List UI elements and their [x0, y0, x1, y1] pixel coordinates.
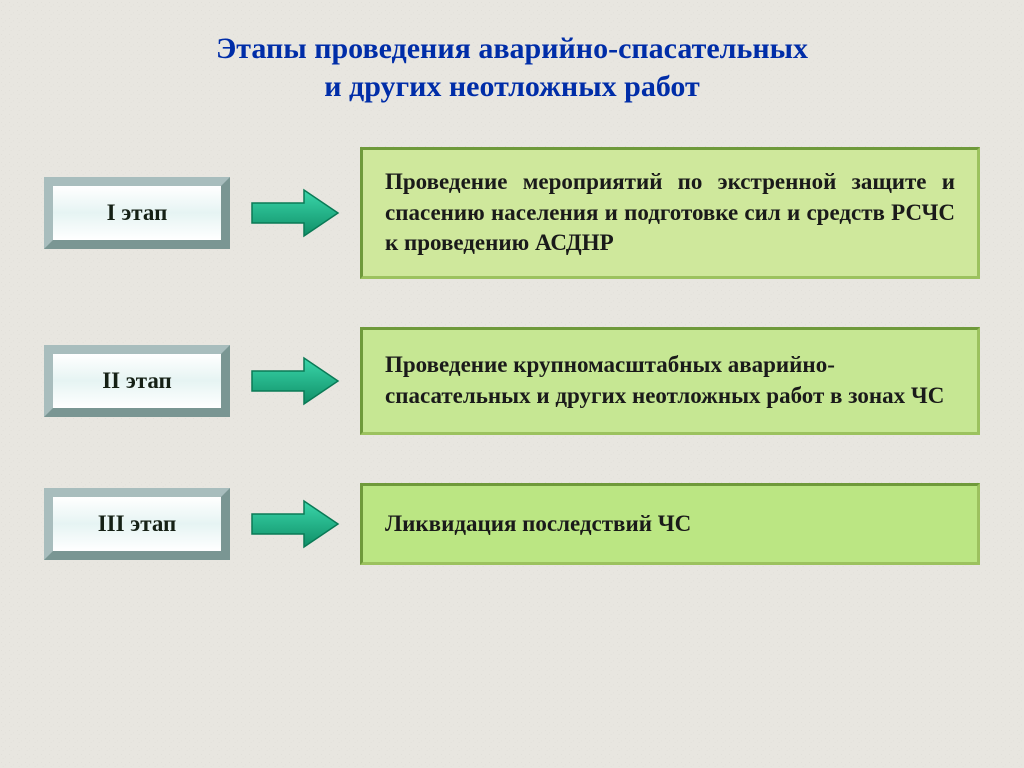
stage-label-box: III этап — [44, 488, 230, 560]
stage-label: III этап — [98, 511, 177, 537]
stage-row-2: II этап Проведение крупномасштабных авар… — [44, 327, 980, 435]
stage-description: Проведение мероприятий по экстренной защ… — [385, 167, 955, 258]
arrow-icon — [250, 355, 340, 407]
stage-label-box: I этап — [44, 177, 230, 249]
title-line-2: и других неотложных работ — [324, 70, 700, 103]
stages-container: I этап Проведение мероприятий по экстрен… — [44, 147, 980, 565]
title-line-1: Этапы проведения аварийно-спасательных — [216, 32, 808, 65]
slide-title: Этапы проведения аварийно-спасательных и… — [44, 30, 980, 107]
stage-description-box: Проведение крупномасштабных аварийно-спа… — [360, 327, 980, 435]
stage-row-3: III этап Ликвидация последствий ЧС — [44, 483, 980, 565]
stage-description-box: Проведение мероприятий по экстренной защ… — [360, 147, 980, 279]
arrow-icon — [250, 498, 340, 550]
stage-description: Ликвидация последствий ЧС — [385, 509, 691, 539]
stage-label-box: II этап — [44, 345, 230, 417]
arrow-icon — [250, 187, 340, 239]
stage-row-1: I этап Проведение мероприятий по экстрен… — [44, 147, 980, 279]
stage-description-box: Ликвидация последствий ЧС — [360, 483, 980, 565]
stage-label: II этап — [102, 368, 172, 394]
stage-description: Проведение крупномасштабных аварийно-спа… — [385, 350, 955, 411]
stage-label: I этап — [107, 200, 168, 226]
